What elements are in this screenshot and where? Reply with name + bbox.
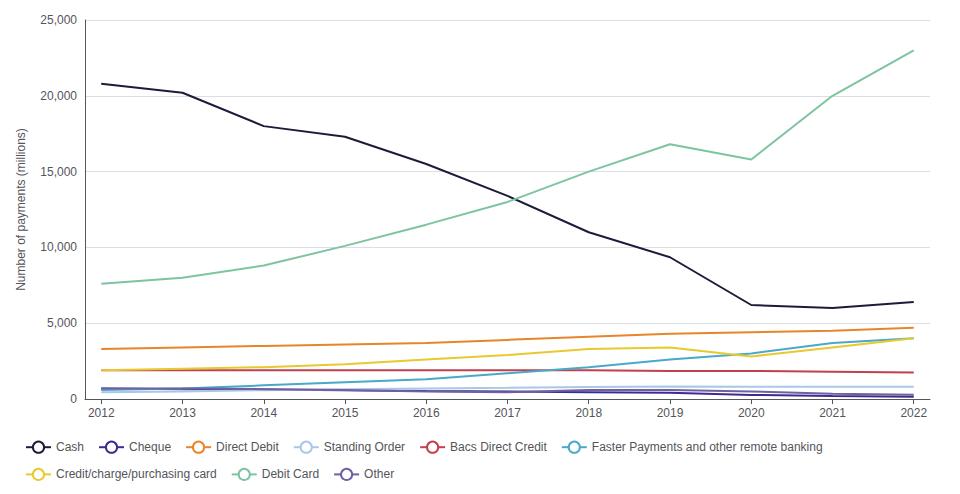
svg-text:2017: 2017: [494, 406, 521, 420]
svg-text:Debit Card: Debit Card: [262, 467, 319, 481]
svg-text:Standing Order: Standing Order: [324, 440, 405, 454]
svg-text:2013: 2013: [169, 406, 196, 420]
svg-text:20,000: 20,000: [40, 89, 77, 103]
svg-text:25,000: 25,000: [40, 13, 77, 27]
svg-text:Bacs Direct Credit: Bacs Direct Credit: [450, 440, 547, 454]
svg-text:2012: 2012: [88, 406, 115, 420]
svg-text:2021: 2021: [819, 406, 846, 420]
svg-text:5,000: 5,000: [47, 316, 77, 330]
svg-text:2019: 2019: [657, 406, 684, 420]
svg-text:Cash: Cash: [56, 440, 84, 454]
svg-text:2016: 2016: [413, 406, 440, 420]
svg-text:Credit/charge/purchasing card: Credit/charge/purchasing card: [56, 467, 217, 481]
svg-text:2022: 2022: [900, 406, 927, 420]
svg-text:10,000: 10,000: [40, 240, 77, 254]
svg-text:Other: Other: [364, 467, 394, 481]
svg-text:15,000: 15,000: [40, 165, 77, 179]
svg-text:0: 0: [70, 392, 77, 406]
svg-text:Faster Payments and other remo: Faster Payments and other remote banking: [592, 440, 823, 454]
svg-text:2018: 2018: [575, 406, 602, 420]
svg-text:Number of payments (millions): Number of payments (millions): [14, 128, 28, 291]
svg-text:2014: 2014: [250, 406, 277, 420]
svg-text:Direct Debit: Direct Debit: [216, 440, 279, 454]
svg-text:Cheque: Cheque: [129, 440, 171, 454]
svg-text:2020: 2020: [738, 406, 765, 420]
svg-text:2015: 2015: [332, 406, 359, 420]
